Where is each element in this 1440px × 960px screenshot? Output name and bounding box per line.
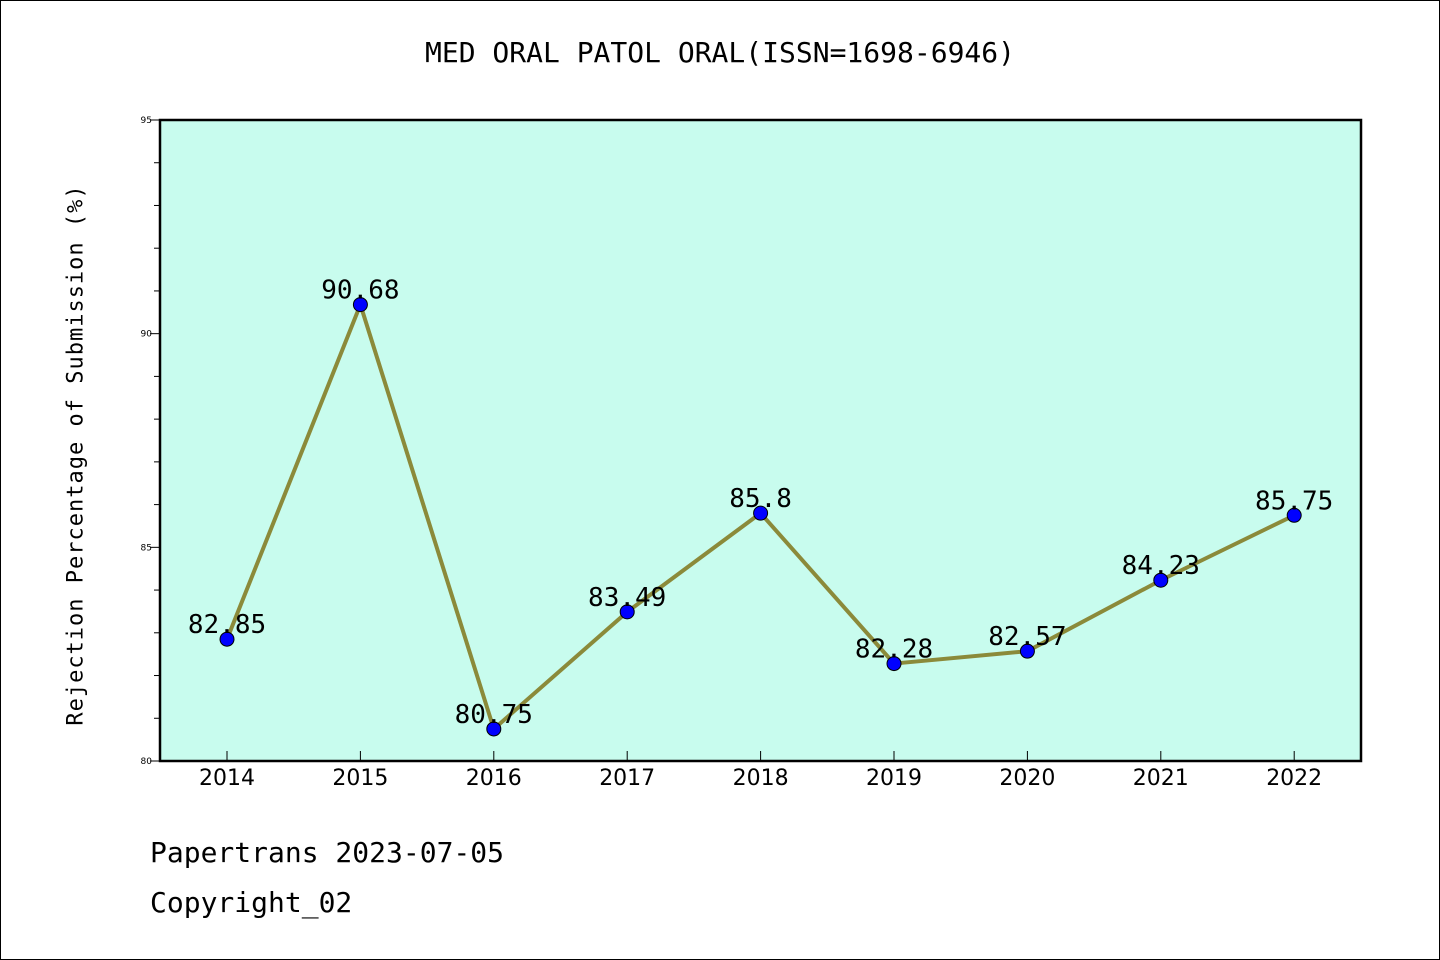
data-label: 85.75 <box>1255 486 1333 516</box>
data-point <box>352 297 368 313</box>
data-label: 80.75 <box>455 700 533 730</box>
x-tick-label: 2016 <box>466 766 522 791</box>
plot-area <box>158 118 1363 763</box>
x-tick-label: 2022 <box>1266 766 1322 791</box>
x-tick-label: 2018 <box>733 766 789 791</box>
y-tick-label: 95 <box>141 116 152 126</box>
data-point <box>1153 572 1169 588</box>
footer-date: Papertrans 2023-07-05 <box>150 836 505 869</box>
chart-title: MED ORAL PATOL ORAL(ISSN=1698-6946) <box>424 36 1015 69</box>
data-label: 82.85 <box>188 610 266 640</box>
y-tick-label: 80 <box>141 757 153 767</box>
data-label: 85.8 <box>729 484 792 514</box>
data-point <box>619 604 635 620</box>
data-point <box>219 631 235 647</box>
data-point <box>753 505 769 521</box>
data-label: 90.68 <box>321 276 399 306</box>
data-label: 83.49 <box>588 583 666 613</box>
y-tick-label: 85 <box>141 543 152 553</box>
x-tick-label: 2014 <box>199 766 255 791</box>
x-tick-label: 2021 <box>1133 766 1189 791</box>
x-tick-label: 2019 <box>866 766 922 791</box>
data-label: 84.23 <box>1122 551 1200 581</box>
data-point <box>886 656 902 672</box>
footer-copyright: Copyright_02 <box>150 886 353 919</box>
data-label: 82.57 <box>988 622 1066 652</box>
data-point <box>486 721 502 737</box>
x-tick-label: 2017 <box>599 766 655 791</box>
y-tick-label: 90 <box>141 330 153 340</box>
x-tick-label: 2015 <box>332 766 388 791</box>
data-label: 82.28 <box>855 635 933 665</box>
data-point <box>1286 507 1302 523</box>
x-tick-label: 2020 <box>999 766 1055 791</box>
data-point <box>1019 643 1035 659</box>
